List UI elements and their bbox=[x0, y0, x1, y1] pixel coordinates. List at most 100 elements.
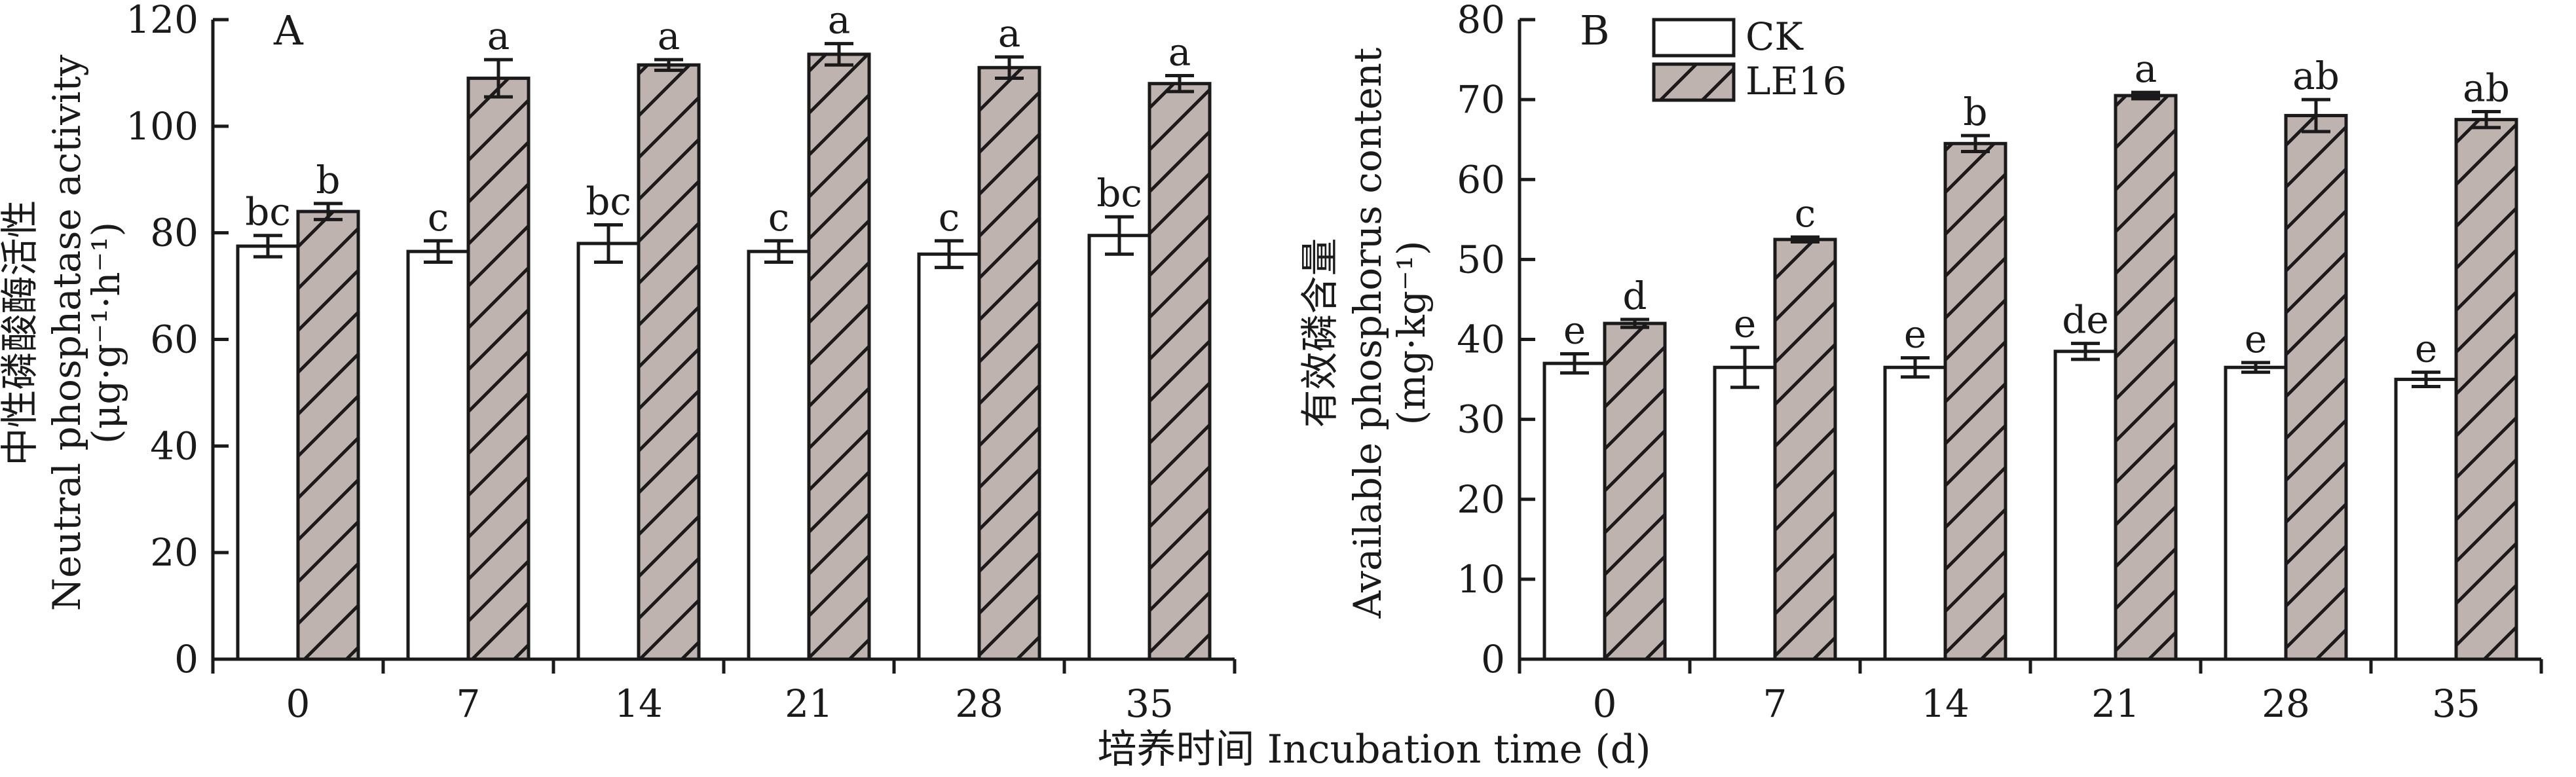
error-bar-le16-0 bbox=[1620, 317, 1649, 329]
error-bar-ck-28 bbox=[2241, 361, 2270, 374]
bar-ck-14 bbox=[1883, 365, 1947, 661]
bar-ck-21 bbox=[747, 249, 811, 661]
bar-le16-28 bbox=[2284, 114, 2348, 661]
x-tick-label: 28 bbox=[2262, 681, 2310, 726]
panel-label: A bbox=[273, 7, 304, 54]
x-tick-label: 35 bbox=[1125, 681, 1174, 726]
y-tick-label: 50 bbox=[1457, 237, 1505, 281]
legend-swatch-le16 bbox=[1652, 62, 1736, 102]
x-tick-label: 35 bbox=[2432, 681, 2480, 726]
error-bar-le16-7 bbox=[484, 58, 513, 99]
significance-letter: a bbox=[487, 14, 510, 58]
y-axis-label-en: Available phosphorus content bbox=[1345, 48, 1390, 619]
error-bar-ck-35 bbox=[1105, 215, 1134, 256]
error-bar-ck-14 bbox=[594, 223, 623, 264]
bar-le16-28 bbox=[977, 65, 1041, 661]
bar-ck-7 bbox=[1713, 365, 1777, 661]
x-tick-label: 28 bbox=[955, 681, 1003, 726]
bar-le16-35 bbox=[2454, 118, 2518, 661]
y-tick-label: 40 bbox=[1457, 317, 1505, 362]
bar-ck-35 bbox=[2394, 378, 2458, 661]
y-tick-label: 0 bbox=[1481, 637, 1505, 681]
bar-ck-28 bbox=[917, 252, 981, 661]
y-axis-label-en: Neutral phosphatase activity bbox=[45, 54, 89, 611]
error-bar-le16-21 bbox=[825, 42, 853, 67]
error-bar-le16-35 bbox=[1165, 73, 1194, 94]
error-bar-le16-14 bbox=[654, 58, 683, 72]
y-tick-label: 100 bbox=[126, 104, 198, 149]
significance-letter: a bbox=[2135, 46, 2157, 91]
significance-letter: ab bbox=[2463, 65, 2510, 110]
legend-swatch-ck bbox=[1652, 18, 1736, 58]
y-axis-label-cn: 中性磷酸酶活性 bbox=[0, 200, 42, 465]
error-bar-ck-0 bbox=[253, 234, 282, 259]
x-tick-label: 0 bbox=[286, 681, 310, 726]
x-tick-label: 21 bbox=[2091, 681, 2140, 726]
legend-label-le16: LE16 bbox=[1745, 59, 1847, 103]
bar-ck-0 bbox=[1542, 361, 1607, 661]
error-bar-ck-0 bbox=[1560, 352, 1589, 375]
y-tick-label: 20 bbox=[150, 530, 198, 575]
error-bar-le16-14 bbox=[1961, 134, 1990, 154]
bar-ck-35 bbox=[1087, 234, 1151, 661]
error-bar-le16-21 bbox=[2131, 90, 2160, 101]
significance-letter: c bbox=[768, 195, 789, 240]
error-bar-ck-21 bbox=[2071, 342, 2100, 361]
significance-letter: a bbox=[658, 14, 681, 58]
y-tick-label: 30 bbox=[1457, 397, 1505, 442]
y-tick-label: 70 bbox=[1457, 77, 1505, 122]
significance-letter: de bbox=[2062, 298, 2108, 342]
panel-label: B bbox=[1580, 7, 1610, 54]
significance-letter: bc bbox=[245, 190, 291, 234]
significance-letter: a bbox=[828, 0, 851, 43]
significance-letter: b bbox=[316, 158, 340, 202]
significance-letter: bc bbox=[586, 179, 631, 223]
x-tick-label: 7 bbox=[1763, 681, 1787, 726]
bar-le16-14 bbox=[637, 63, 701, 661]
significance-letter: b bbox=[1963, 90, 1987, 134]
bar-ck-14 bbox=[576, 242, 641, 661]
significance-letter: c bbox=[428, 195, 449, 240]
error-bar-ck-21 bbox=[764, 239, 793, 264]
x-tick-label: 0 bbox=[1593, 681, 1617, 726]
error-bar-le16-35 bbox=[2472, 109, 2501, 130]
bar-ck-28 bbox=[2224, 365, 2288, 661]
bar-le16-0 bbox=[1603, 321, 1667, 661]
axis-lines bbox=[211, 20, 1235, 661]
error-bar-ck-7 bbox=[1730, 346, 1759, 389]
bar-ck-21 bbox=[2053, 350, 2118, 661]
x-tick-label: 14 bbox=[614, 681, 663, 726]
y-tick-label: 80 bbox=[150, 211, 198, 255]
significance-letter: a bbox=[1168, 29, 1191, 74]
significance-letter: a bbox=[998, 11, 1021, 56]
bar-le16-21 bbox=[2114, 94, 2178, 661]
bar-le16-14 bbox=[1943, 141, 2007, 661]
error-bar-ck-35 bbox=[2412, 370, 2440, 389]
significance-letter: ab bbox=[2292, 54, 2340, 98]
axis-lines bbox=[1518, 20, 2541, 661]
y-tick-label: 60 bbox=[150, 317, 198, 362]
significance-letter: c bbox=[1795, 191, 1816, 236]
x-tick-label: 14 bbox=[1921, 681, 1969, 726]
y-axis-label-unit: (μg·g⁻¹·h⁻¹) bbox=[84, 222, 128, 444]
significance-letter: e bbox=[1904, 312, 1926, 357]
bar-le16-7 bbox=[1773, 238, 1837, 661]
error-bar-le16-0 bbox=[314, 202, 343, 221]
y-axis-label-cn: 有效磷含量 bbox=[1297, 238, 1342, 427]
significance-letter: e bbox=[1734, 302, 1756, 346]
error-bar-ck-7 bbox=[424, 239, 453, 264]
bar-ck-7 bbox=[406, 249, 470, 661]
bar-le16-7 bbox=[466, 77, 531, 661]
significance-letter: e bbox=[1563, 308, 1586, 352]
error-bar-le16-7 bbox=[1791, 235, 1820, 244]
bar-le16-35 bbox=[1148, 82, 1212, 661]
bar-ck-0 bbox=[236, 244, 300, 661]
x-axis-label: 培养时间 Incubation time (d) bbox=[1098, 727, 1651, 772]
error-bar-le16-28 bbox=[995, 55, 1024, 81]
y-axis-label-unit: (mg·kg⁻¹) bbox=[1389, 241, 1434, 425]
significance-letter: e bbox=[2415, 327, 2437, 371]
bar-le16-0 bbox=[296, 209, 360, 661]
significance-letter: e bbox=[2245, 317, 2267, 361]
